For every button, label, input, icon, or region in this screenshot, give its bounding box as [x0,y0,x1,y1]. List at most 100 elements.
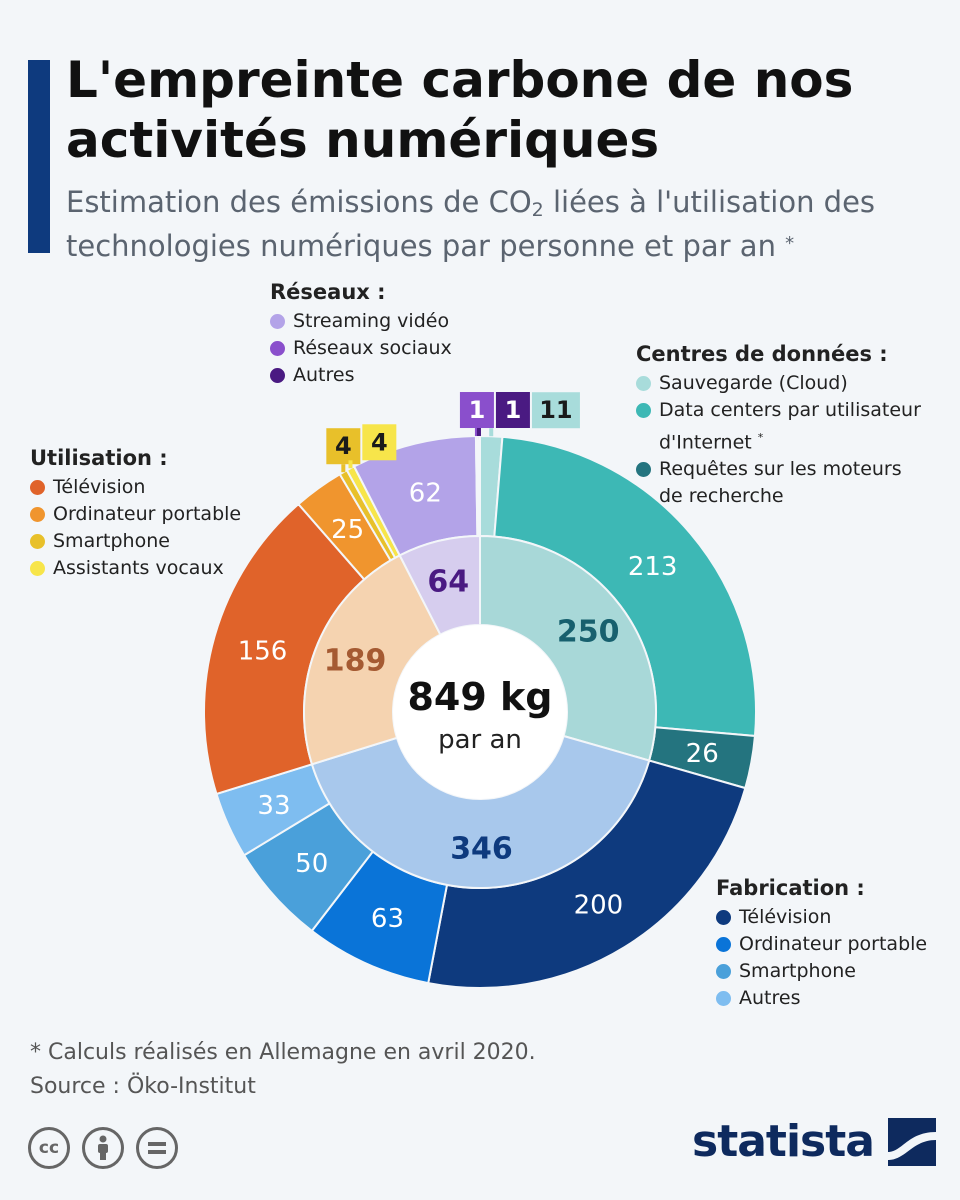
data-label: 4 [335,432,352,460]
legend-label: Data centers par utilisateur d'Internet [659,399,921,454]
flag-label-centres-de-donnees-sauvegarde-cloud: 11 [489,392,580,437]
legend-item: Sauvegarde (Cloud) [636,370,926,397]
legend-dot [716,937,731,952]
legend-centres: Centres de données : Sauvegarde (Cloud) … [636,342,926,510]
center-circle [393,625,567,799]
legend-label: Ordinateur portable [739,933,928,955]
page-subtitle: Estimation des émissions de CO2 liées à … [66,184,946,264]
data-label: 50 [295,849,328,879]
legend-label: Télévision [739,906,832,928]
flag-label-utilisation-smartphone: 4 [326,428,361,473]
legend-item: Smartphone [716,958,927,985]
legend-item: Data centers par utilisateur d'Internet … [636,397,926,456]
legend-label: Smartphone [739,960,856,982]
legend-item: Ordinateur portable [716,931,927,958]
inner-data-label: 64 [427,564,469,599]
statista-logo[interactable]: statista [692,1116,936,1167]
legend-item: Autres [270,362,452,389]
legend-label: Réseaux sociaux [293,337,452,359]
subtitle-part-2: liées à l'utilisation des technologies n… [66,185,876,263]
center-unit: par an [438,725,522,755]
license-icons: cc [28,1127,178,1169]
data-label: 213 [628,552,678,582]
data-label: 1 [505,396,522,424]
inner-data-label: 346 [450,831,513,866]
data-label: 4 [371,428,388,456]
legend-dot [270,368,285,383]
attribution-icon[interactable] [82,1127,124,1169]
legend-dot [716,991,731,1006]
inner-data-label: 250 [557,614,620,649]
subtitle-asterisk: * [785,233,795,254]
data-label: 156 [238,636,288,666]
legend-dot [636,376,651,391]
legend-dot [716,964,731,979]
legend-dot [716,910,731,925]
inner-data-label: 189 [324,644,387,679]
subtitle-part-1: Estimation des émissions de CO [66,185,532,219]
flag-box [326,428,361,465]
legend-item: Télévision [716,904,927,931]
legend-item: Assistants vocaux [30,555,241,582]
legend-asterisk: * [757,431,764,444]
legend-item: Réseaux sociaux [270,335,452,362]
statista-mark-icon [887,1117,936,1166]
legend-item: Smartphone [30,528,241,555]
center-total: 849 kg [407,675,552,719]
legend-label: Sauvegarde (Cloud) [659,372,848,394]
page-title: L'empreinte carbone de nos activités num… [66,51,854,169]
legend-label: Autres [293,364,355,386]
legend-dot [30,534,45,549]
flag-box [362,424,397,461]
source-line: Source : Öko-Institut [30,1074,256,1099]
legend-label: Télévision [53,476,146,498]
flag-box [531,392,580,429]
legend-title: Utilisation : [30,446,168,470]
flag-label-reseaux-reseaux-sociaux: 1 [459,392,494,437]
legend-item: Télévision [30,474,241,501]
legend-dot [30,507,45,522]
legend-dot [30,480,45,495]
no-derivatives-icon[interactable] [136,1127,178,1169]
data-label: 25 [331,515,364,545]
cc-icon[interactable]: cc [28,1127,70,1169]
legend-fabrication: Fabrication : Télévision Ordinateur port… [716,876,927,1012]
flag-label-reseaux-autres: 1 [476,392,530,437]
flag-box [459,392,494,429]
data-label: 200 [574,891,624,921]
legend-label: Smartphone [53,530,170,552]
legend-utilisation: Utilisation : Télévision Ordinateur port… [30,446,241,582]
data-label: 63 [371,904,404,934]
brand-wordmark: statista [692,1116,875,1167]
data-label: 1 [469,396,486,424]
legend-label: Assistants vocaux [53,557,224,579]
data-label: 62 [409,479,442,509]
legend-reseaux: Réseaux : Streaming vidéo Réseaux sociau… [270,280,452,389]
legend-item: Autres [716,985,927,1012]
legend-title: Fabrication : [716,876,865,900]
title-accent-bar [28,60,50,253]
flag-box [495,392,530,429]
legend-title: Centres de données : [636,342,888,366]
legend-dot [270,341,285,356]
data-label: 11 [539,396,572,424]
data-label: 26 [686,739,719,769]
subtitle-subscript: 2 [531,199,544,221]
legend-label: Streaming vidéo [293,310,450,332]
legend-label: Ordinateur portable [53,503,242,525]
outer-slice-reseaux-autres [476,434,481,538]
footnote-note: * Calculs réalisés en Allemagne en avril… [30,1040,536,1065]
legend-item: Requêtes sur les moteurs de recherche [636,456,926,510]
legend-dot [270,314,285,329]
legend-dot [30,561,45,576]
legend-title: Réseaux : [270,280,386,304]
legend-dot [636,403,651,418]
flag-label-utilisation-assistants-vocaux: 4 [348,424,397,469]
legend-label: Requêtes sur les moteurs de recherche [659,458,902,508]
footnote: * Calculs réalisés en Allemagne en avril… [30,1036,536,1104]
legend-label: Autres [739,987,801,1009]
legend-item: Streaming vidéo [270,308,452,335]
legend-dot [636,462,651,478]
legend-item: Ordinateur portable [30,501,241,528]
